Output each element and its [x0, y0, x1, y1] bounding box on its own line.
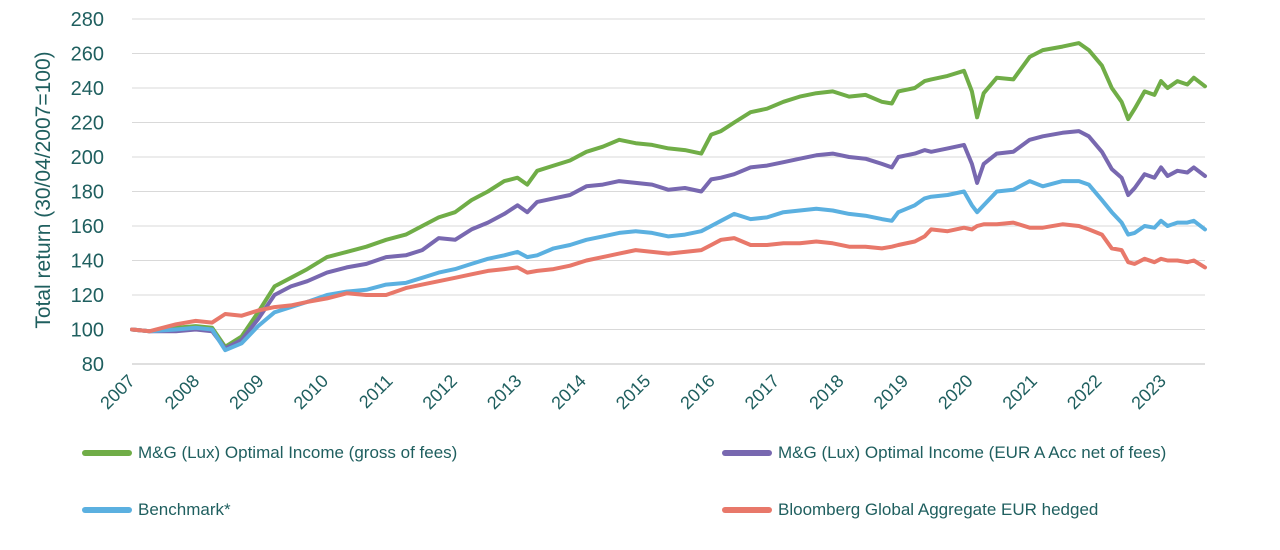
axes: 80 100 120 140 160 180 200 220 240 260 280 2007 2008… [71, 9, 1205, 413]
x-tick-label: 2012 [419, 371, 461, 413]
x-tick-label: 2007 [96, 371, 138, 413]
y-tick-label: 100 [71, 320, 104, 342]
legend-label: Bloomberg Global Aggregate EUR hedged [778, 500, 1099, 519]
legend-swatch [722, 450, 772, 456]
x-tick-label: 2023 [1127, 371, 1169, 413]
series-lines [130, 41, 1207, 353]
x-tick-label: 2019 [870, 371, 912, 413]
x-tick-label: 2021 [999, 371, 1041, 413]
legend-swatch [82, 507, 132, 513]
legend-swatch [82, 450, 132, 456]
series-line-2 [130, 179, 1207, 353]
y-tick-label: 240 [71, 78, 104, 100]
x-tick-label: 2017 [741, 371, 783, 413]
series-line-3 [130, 220, 1207, 334]
x-tick-label: 2011 [355, 371, 397, 413]
x-tick-label: 2022 [1063, 371, 1105, 413]
y-tick-label: 120 [71, 285, 104, 307]
y-tick-label: 220 [71, 113, 104, 135]
x-tick-label: 2013 [483, 371, 525, 413]
series-line-1 [130, 129, 1207, 351]
x-tick-label: 2015 [612, 371, 654, 413]
x-tick-label: 2010 [290, 371, 332, 413]
legend-item: M&G (Lux) Optimal Income (EUR A Acc net … [722, 440, 1166, 466]
legend-item: Benchmark* [82, 497, 231, 523]
legend-label: Benchmark* [138, 500, 231, 519]
legend-item: M&G (Lux) Optimal Income (gross of fees) [82, 440, 457, 466]
legend-item: Bloomberg Global Aggregate EUR hedged [722, 497, 1098, 523]
y-tick-label: 280 [71, 9, 104, 31]
y-tick-label: 200 [71, 147, 104, 169]
x-tick-label: 2014 [547, 371, 589, 413]
legend-label: M&G (Lux) Optimal Income (EUR A Acc net … [778, 443, 1167, 462]
legend-label: M&G (Lux) Optimal Income (gross of fees) [138, 443, 458, 462]
x-tick-label: 2018 [805, 371, 847, 413]
series-line-0 [130, 41, 1207, 349]
y-tick-label: 180 [71, 182, 104, 204]
legend-swatch [722, 507, 772, 513]
x-tick-label: 2009 [225, 371, 267, 413]
x-tick-label: 2020 [934, 371, 976, 413]
y-axis-label: Total return (30/04/2007=100) [32, 51, 55, 328]
y-tick-label: 260 [71, 44, 104, 66]
y-tick-label: 140 [71, 251, 104, 273]
x-tick-label: 2016 [676, 371, 718, 413]
y-tick-label: 160 [71, 216, 104, 238]
x-tick-label: 2008 [161, 371, 203, 413]
y-tick-label: 80 [82, 354, 104, 376]
y-axis-label-group: Total return (30/04/2007=100) [32, 51, 55, 328]
